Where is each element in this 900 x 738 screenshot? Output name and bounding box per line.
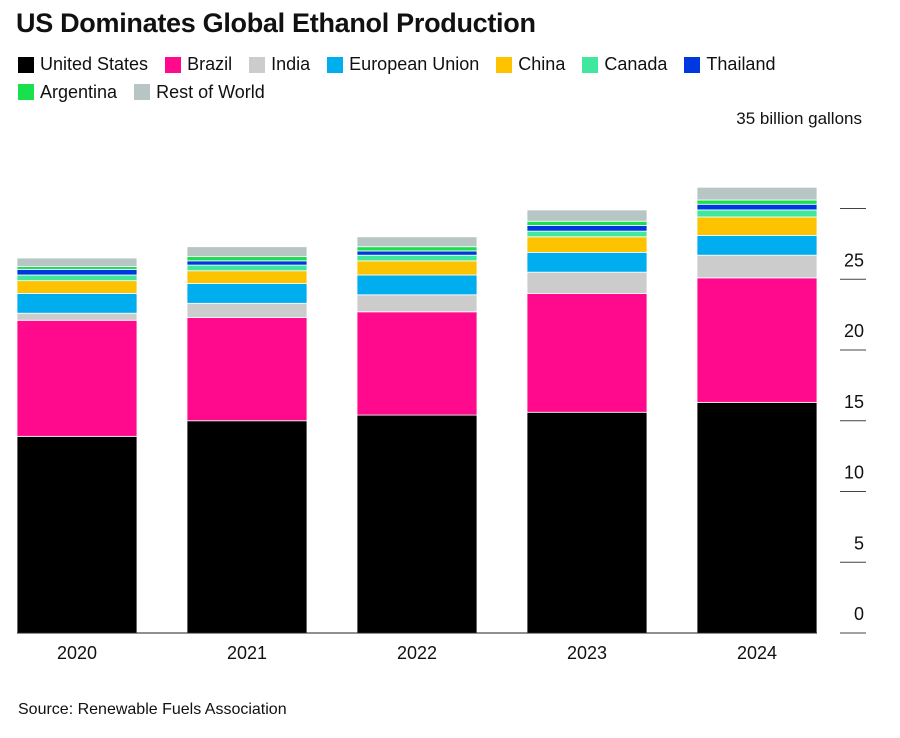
bar-segment <box>186 270 308 284</box>
bar-segment <box>526 411 648 634</box>
bar-segment <box>186 302 308 318</box>
y-axis: 0 5 10 15 20 25 <box>840 208 866 634</box>
legend-swatch <box>684 56 701 73</box>
y-tick-label: 25 <box>844 250 864 270</box>
bar-segment <box>186 317 308 422</box>
legend-label: European Union <box>349 54 480 74</box>
y-tick-label: 15 <box>844 392 864 412</box>
x-tick-label: 2023 <box>567 643 607 663</box>
bar-segment <box>16 266 138 270</box>
legend-label: India <box>271 54 311 74</box>
bar-segment <box>16 257 138 267</box>
legend: United States Brazil India European Unio… <box>18 52 878 107</box>
source-note: Source: Renewable Fuels Association <box>18 701 287 718</box>
bar-segment <box>696 401 818 634</box>
bar-segment <box>526 236 648 253</box>
x-tick-label: 2022 <box>397 643 437 663</box>
bar-segment <box>356 294 478 313</box>
bar-segment <box>16 268 138 276</box>
bar-segment <box>186 246 308 258</box>
bar-segment <box>696 216 818 236</box>
x-tick-label: 2021 <box>227 643 267 663</box>
bar-segment <box>186 264 308 272</box>
bar-segment <box>356 254 478 262</box>
y-axis-unit-label: 35 billion gallons <box>736 109 862 128</box>
legend-label: Thailand <box>706 54 776 74</box>
x-axis: 2020 2021 2022 2023 2024 <box>57 643 777 663</box>
legend-item: European Union <box>327 52 479 77</box>
bar-segment <box>186 256 308 262</box>
legend-swatch <box>496 56 513 73</box>
bar-segment <box>16 274 138 282</box>
bar-segment <box>186 260 308 266</box>
legend-swatch <box>134 84 151 100</box>
bar-segment <box>16 280 138 294</box>
legend-item: Argentina <box>18 80 117 105</box>
legend-swatch <box>18 84 34 100</box>
bar-segment <box>696 277 818 403</box>
bar-segment <box>526 220 648 226</box>
legend-label: China <box>518 54 566 74</box>
legend-swatch <box>249 56 266 73</box>
legend-item: United States <box>18 52 148 77</box>
chart-title: US Dominates Global Ethanol Production <box>16 8 536 38</box>
legend-label: United States <box>40 54 149 74</box>
bar-segment <box>526 271 648 294</box>
bar-segment <box>356 250 478 256</box>
x-tick-label: 2020 <box>57 643 97 663</box>
bar-segment <box>16 319 138 437</box>
legend-label: Brazil <box>187 54 233 74</box>
bar-segment <box>16 292 138 314</box>
legend-item: India <box>249 52 310 77</box>
bar-segment <box>356 311 478 416</box>
bar-segment <box>186 420 308 634</box>
bar-segment <box>526 251 648 273</box>
legend-item: China <box>496 52 565 77</box>
y-tick-label: 10 <box>844 463 864 483</box>
bar-segment <box>16 312 138 321</box>
bar-segment <box>186 283 308 304</box>
bar-segment <box>526 225 648 232</box>
bar-segment <box>696 209 818 218</box>
bars-group <box>16 186 818 634</box>
legend-swatch <box>582 56 599 73</box>
y-tick-label: 0 <box>854 604 864 624</box>
bar-segment <box>526 230 648 238</box>
bar-chart: 0 5 10 15 20 25 2020 2021 2022 2023 2024 35 billi… <box>16 109 866 663</box>
legend-swatch <box>327 56 344 73</box>
legend-swatch <box>165 56 182 73</box>
bar-segment <box>356 236 478 248</box>
y-tick-label: 5 <box>854 533 864 553</box>
legend-item: Thailand <box>684 52 775 77</box>
bar-segment <box>696 186 818 201</box>
bar-segment <box>356 260 478 276</box>
legend-item: Brazil <box>165 52 232 77</box>
bar-segment <box>696 254 818 279</box>
legend-label: Canada <box>604 54 668 74</box>
bar-segment <box>356 414 478 634</box>
y-tick-label: 20 <box>844 321 864 341</box>
bar-segment <box>526 209 648 222</box>
x-tick-label: 2024 <box>737 643 777 663</box>
bar-segment <box>696 234 818 256</box>
legend-label: Argentina <box>40 81 118 102</box>
legend-item: Canada <box>582 52 667 77</box>
bar-segment <box>526 292 648 413</box>
bar-segment <box>696 203 818 211</box>
bar-segment <box>696 199 818 205</box>
legend-label: Rest of World <box>156 81 265 102</box>
bar-segment <box>356 246 478 252</box>
bar-segment <box>16 435 138 634</box>
legend-swatch <box>18 56 34 73</box>
legend-item: Rest of World <box>134 80 265 105</box>
bar-segment <box>356 274 478 296</box>
